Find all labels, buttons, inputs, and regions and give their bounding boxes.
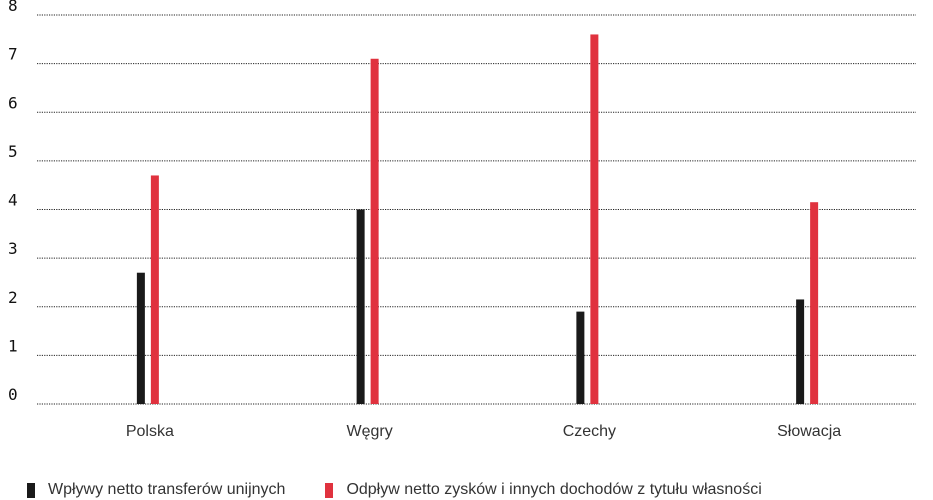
legend-item-profit-outflow: Odpływ netto zysków i innych dochodów z … (325, 481, 762, 499)
x-category-label: Słowacja (777, 423, 841, 440)
y-tick-label: 8 (8, 0, 18, 15)
bar-profit-outflow-węgry (370, 58, 379, 404)
bar-profit-outflow-słowacja (810, 202, 819, 404)
legend: Wpływy netto transferów unijnych Odpływ … (27, 480, 933, 500)
x-category-label: Polska (126, 423, 174, 440)
bar-eu-transfers-czechy (576, 311, 585, 404)
x-axis-labels: Polska Węgry Czechy Słowacja (126, 423, 841, 440)
legend-item-eu-transfers: Wpływy netto transferów unijnych (27, 481, 285, 499)
bar-chart: 0 1 2 3 4 5 6 7 8 Polska Węgry Czechy Słowacja (8, 0, 916, 440)
y-tick-label: 1 (8, 336, 18, 355)
bars (136, 34, 819, 404)
gridlines (37, 14, 916, 405)
x-category-label: Węgry (347, 423, 393, 440)
y-tick-label: 5 (8, 142, 18, 161)
y-tick-label: 0 (8, 385, 18, 404)
y-tick-label: 2 (8, 288, 18, 307)
y-tick-label: 3 (8, 239, 18, 258)
bar-profit-outflow-czechy (590, 34, 599, 404)
y-tick-label: 6 (8, 93, 18, 112)
legend-swatch-red (325, 482, 334, 498)
legend-label-profit-outflow: Odpływ netto zysków i innych dochodów z … (346, 481, 762, 498)
bar-eu-transfers-polska (136, 272, 145, 404)
bar-eu-transfers-węgry (356, 209, 365, 404)
legend-label-eu-transfers: Wpływy netto transferów unijnych (48, 481, 286, 498)
y-tick-label: 4 (8, 191, 18, 210)
bar-profit-outflow-polska (150, 175, 159, 404)
y-axis-ticks: 0 1 2 3 4 5 6 7 8 (8, 0, 18, 404)
legend-swatch-black (27, 482, 35, 498)
y-tick-label: 7 (8, 45, 18, 64)
x-category-label: Czechy (563, 423, 616, 440)
bar-eu-transfers-słowacja (796, 299, 805, 404)
